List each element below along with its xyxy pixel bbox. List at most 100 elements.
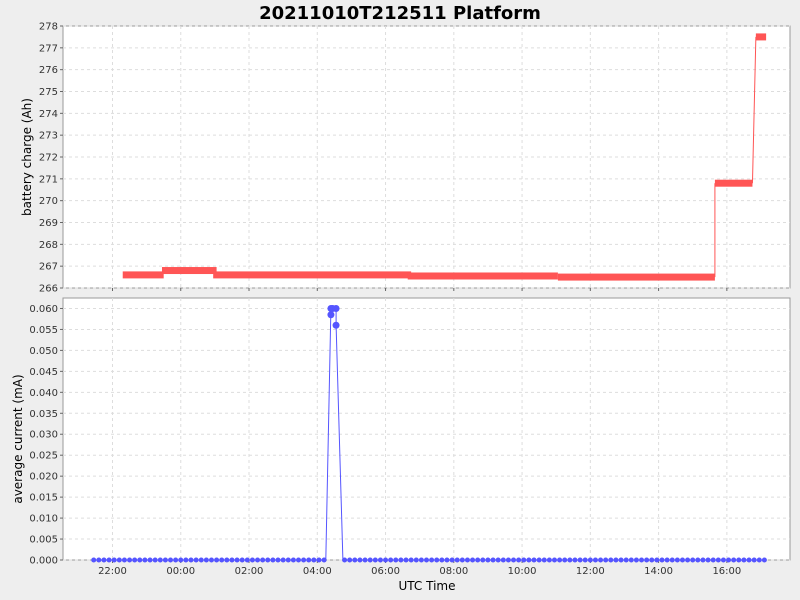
current-point	[285, 557, 291, 563]
battery-y-tick-label: 266	[39, 284, 58, 295]
x-axis-label: UTC Time	[399, 579, 456, 593]
current-point	[168, 557, 174, 563]
current-point	[695, 557, 701, 563]
current-point	[613, 557, 619, 563]
current-point	[756, 557, 762, 563]
current-point	[377, 557, 383, 563]
current-y-tick-label: 0.000	[29, 556, 58, 567]
current-point	[357, 557, 363, 563]
current-point	[705, 557, 711, 563]
current-point	[659, 557, 665, 563]
current-point	[598, 557, 604, 563]
current-point	[311, 557, 317, 563]
current-point	[367, 557, 373, 563]
current-point	[526, 557, 532, 563]
current-point	[649, 557, 655, 563]
current-point	[198, 557, 204, 563]
current-point	[761, 557, 767, 563]
battery-y-tick-label: 267	[39, 262, 58, 273]
current-point	[393, 557, 399, 563]
current-point	[531, 557, 537, 563]
current-point	[623, 557, 629, 563]
current-point	[132, 557, 138, 563]
current-y-tick-label: 0.005	[29, 535, 58, 546]
current-point	[582, 557, 588, 563]
current-x-ticks: 22:00 00:00 02:00 04:00 06:00 08:00 10:00 12:00…	[98, 560, 741, 577]
current-point	[280, 557, 286, 563]
current-y-tick-label: 0.045	[29, 367, 58, 378]
current-point	[690, 557, 696, 563]
current-point	[413, 557, 419, 563]
current-point	[444, 557, 450, 563]
current-point	[536, 557, 542, 563]
current-point	[91, 557, 97, 563]
battery-y-ticks: 266 267 268 269 270 271 272 273 274 275 276 277 278	[39, 22, 63, 295]
current-point	[347, 557, 353, 563]
battery-segment	[755, 33, 767, 41]
current-point	[255, 557, 261, 563]
current-point	[459, 557, 465, 563]
current-point	[408, 557, 414, 563]
current-point	[383, 557, 389, 563]
current-point	[603, 557, 609, 563]
current-point	[219, 557, 225, 563]
current-y-ticks: 0.000 0.005 0.010 0.015 0.020 0.025 0.030 0.035…	[29, 304, 63, 567]
current-point	[127, 557, 133, 563]
current-point	[608, 557, 614, 563]
battery-y-tick-label: 277	[39, 43, 58, 54]
current-point	[572, 557, 578, 563]
current-point	[736, 557, 742, 563]
current-y-tick-label: 0.055	[29, 325, 58, 336]
battery-segment	[213, 271, 412, 279]
current-point	[188, 557, 194, 563]
current-point	[418, 557, 424, 563]
current-point	[664, 557, 670, 563]
current-point	[480, 557, 486, 563]
current-point	[290, 557, 296, 563]
current-point	[587, 557, 593, 563]
current-point	[270, 557, 276, 563]
current-point	[669, 557, 675, 563]
battery-segment	[714, 179, 753, 187]
battery-y-tick-label: 276	[39, 65, 58, 76]
current-point	[567, 557, 573, 563]
current-point	[372, 557, 378, 563]
current-point	[362, 557, 368, 563]
current-point	[142, 557, 148, 563]
current-point	[106, 557, 112, 563]
current-point	[720, 557, 726, 563]
current-point	[178, 557, 184, 563]
current-point	[398, 557, 404, 563]
current-point	[464, 557, 470, 563]
current-point	[741, 557, 747, 563]
current-point	[674, 557, 680, 563]
current-point	[116, 557, 122, 563]
x-tick-label: 04:00	[303, 566, 332, 577]
current-point	[137, 557, 143, 563]
current-point	[618, 557, 624, 563]
current-point	[700, 557, 706, 563]
current-point	[551, 557, 557, 563]
current-point	[101, 557, 107, 563]
current-point	[500, 557, 506, 563]
current-point	[121, 557, 127, 563]
chart-title: 20211010T212511 Platform	[259, 3, 541, 24]
current-point	[296, 557, 302, 563]
current-point	[505, 557, 511, 563]
current-point	[260, 557, 266, 563]
current-point	[490, 557, 496, 563]
current-point	[454, 557, 460, 563]
battery-y-tick-label: 278	[39, 22, 58, 33]
current-point	[679, 557, 685, 563]
current-point	[751, 557, 757, 563]
x-tick-label: 00:00	[166, 566, 195, 577]
current-point	[162, 557, 168, 563]
current-point	[229, 557, 235, 563]
current-point	[434, 557, 440, 563]
current-series	[91, 304, 767, 563]
current-spike-point	[332, 304, 340, 312]
current-point	[96, 557, 102, 563]
current-y-tick-label: 0.020	[29, 472, 58, 483]
current-point	[485, 557, 491, 563]
